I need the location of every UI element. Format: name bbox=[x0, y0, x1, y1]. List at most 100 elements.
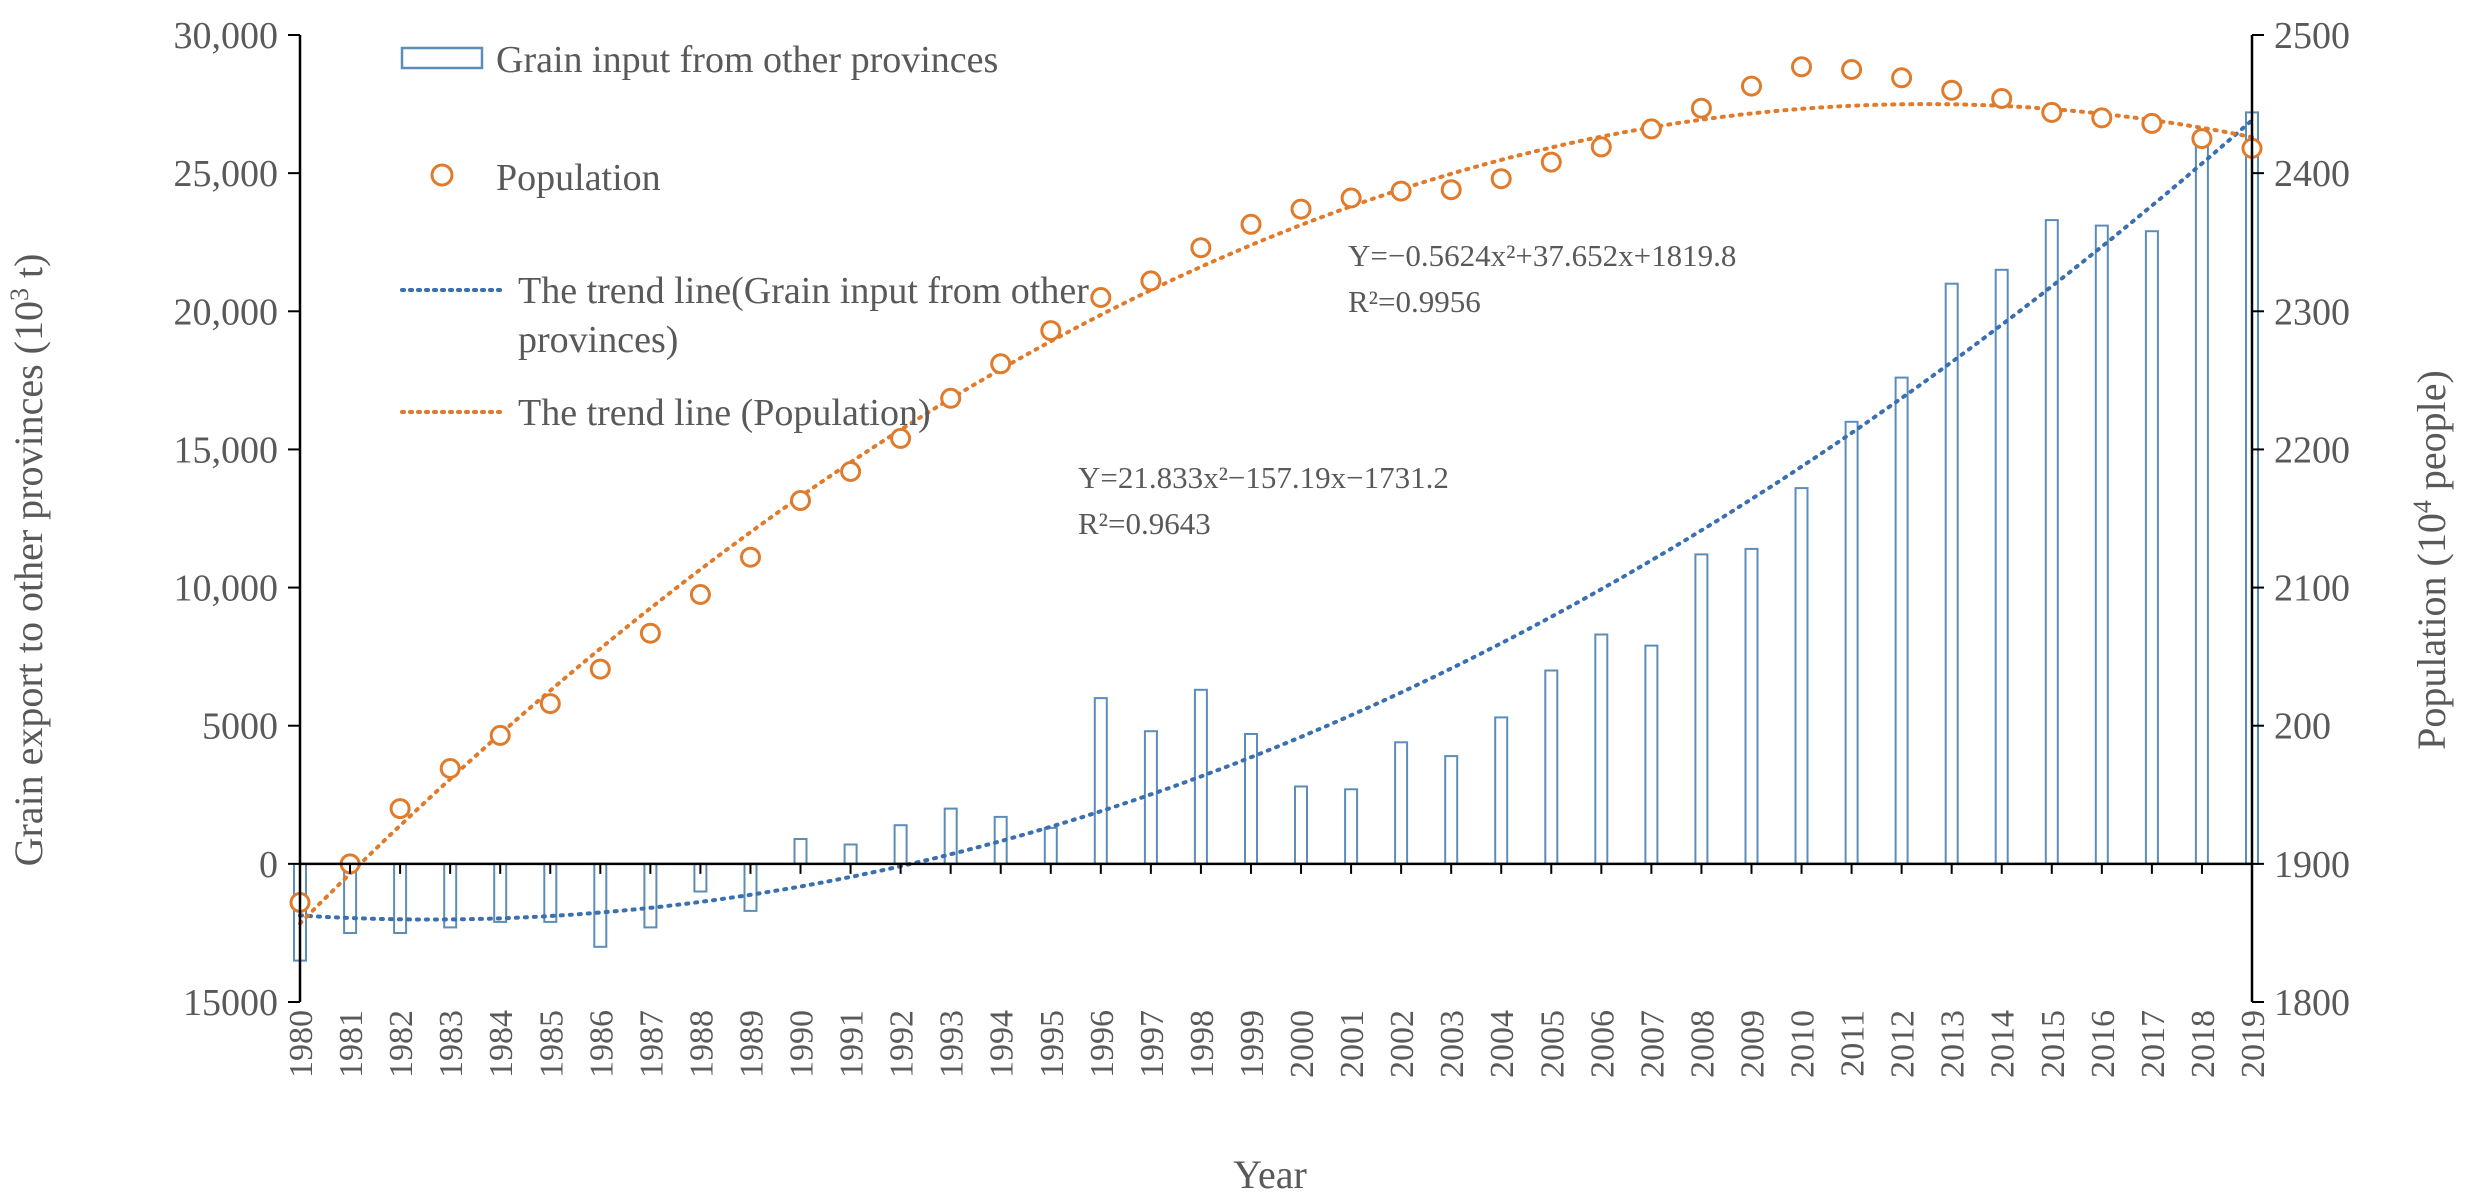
y-right-tick-label-4: 2100 bbox=[2274, 568, 2350, 610]
population-point-2006 bbox=[1590, 136, 1612, 158]
x-tick-label-2009: 2009 bbox=[1735, 1010, 1772, 1078]
x-tick-label-1995: 1995 bbox=[1034, 1010, 1071, 1078]
bar-2009 bbox=[1744, 547, 1759, 865]
population-point-1984 bbox=[489, 724, 511, 746]
x-tick-label-1984: 1984 bbox=[483, 1010, 520, 1078]
bar-1990 bbox=[793, 838, 808, 865]
y-left-tick-label-3: 15,000 bbox=[174, 429, 279, 471]
x-tick-label-2018: 2018 bbox=[2185, 1010, 2222, 1078]
population-point-2014 bbox=[1991, 88, 2013, 109]
population-point-2003 bbox=[1440, 179, 1462, 201]
population-point-2005 bbox=[1540, 151, 1562, 173]
population-point-1992 bbox=[890, 427, 912, 449]
x-tick-label-1999: 1999 bbox=[1234, 1010, 1271, 1078]
bar-2002 bbox=[1394, 741, 1409, 865]
x-tick-label-2003: 2003 bbox=[1434, 1010, 1471, 1078]
points-layer bbox=[289, 56, 2263, 913]
x-tick-label-1982: 1982 bbox=[383, 1010, 420, 1078]
y-right-tick-label-5: 200 bbox=[2274, 706, 2331, 748]
population-point-1983 bbox=[439, 758, 461, 779]
population-point-1999 bbox=[1240, 213, 1262, 235]
x-tick-label-2002: 2002 bbox=[1384, 1010, 1421, 1078]
x-axis-title: Year bbox=[1233, 1152, 1307, 1197]
population-point-2016 bbox=[2091, 107, 2113, 129]
x-tick-label-2007: 2007 bbox=[1634, 1010, 1671, 1078]
population-point-2009 bbox=[1741, 75, 1762, 97]
bars-layer bbox=[293, 111, 2259, 962]
x-tick-label-2015: 2015 bbox=[2035, 1010, 2072, 1078]
bar-2001 bbox=[1344, 788, 1359, 865]
bar-2011 bbox=[1844, 420, 1859, 865]
trendline-grain bbox=[298, 118, 2254, 922]
bar-1982 bbox=[393, 862, 408, 935]
bar-2008 bbox=[1694, 553, 1709, 865]
x-tick-label-1981: 1981 bbox=[333, 1010, 370, 1078]
population-point-1986 bbox=[589, 658, 611, 680]
x-tick-label-1987: 1987 bbox=[633, 1010, 670, 1078]
bar-1997 bbox=[1143, 730, 1158, 865]
bar-2007 bbox=[1644, 644, 1659, 865]
x-tick-label-2000: 2000 bbox=[1284, 1010, 1321, 1078]
bar-2016 bbox=[2094, 224, 2109, 865]
y-right-tick-label-7: 1800 bbox=[2274, 982, 2350, 1024]
bar-2018 bbox=[2194, 144, 2209, 865]
population-point-1997 bbox=[1140, 270, 1162, 292]
x-tick-label-2010: 2010 bbox=[1785, 1010, 1822, 1078]
legend-trend-pop-label: The trend line (Population) bbox=[518, 392, 931, 434]
population-point-1993 bbox=[940, 387, 962, 409]
x-tick-label-2013: 2013 bbox=[1935, 1010, 1972, 1078]
ticks-layer: 30,000 25,000 20,000 15,000 10,000 5000 0 15000… bbox=[174, 15, 2351, 1078]
legend-population-marker bbox=[430, 163, 454, 187]
population-point-2008 bbox=[1690, 97, 1712, 119]
trendline-population bbox=[298, 102, 2254, 926]
y-left-tick-label-2: 20,000 bbox=[174, 291, 279, 333]
bar-2005 bbox=[1544, 669, 1559, 865]
x-tick-label-1994: 1994 bbox=[984, 1010, 1021, 1078]
y-left-tick-label-7: 15000 bbox=[183, 982, 278, 1024]
population-point-1985 bbox=[539, 693, 561, 715]
x-tick-label-2008: 2008 bbox=[1684, 1010, 1721, 1078]
x-tick-label-2011: 2011 bbox=[1835, 1010, 1872, 1077]
y-left-tick-label-1: 25,000 bbox=[174, 153, 279, 195]
bar-1999 bbox=[1244, 733, 1258, 865]
population-point-2007 bbox=[1640, 118, 1662, 140]
population-point-1995 bbox=[1040, 320, 1062, 342]
x-tick-label-1988: 1988 bbox=[683, 1010, 720, 1078]
x-tick-label-2001: 2001 bbox=[1334, 1010, 1371, 1078]
x-tick-label-1991: 1991 bbox=[834, 1010, 871, 1078]
bar-1992 bbox=[893, 824, 908, 865]
y-right-tick-label-6: 1900 bbox=[2274, 844, 2350, 886]
legend: Grain input from other provinces Populat… bbox=[400, 39, 1089, 434]
grain-trend-equation: Y=21.833x²−157.19x−1731.2 bbox=[1078, 460, 1449, 495]
pop-trend-equation: Y=−0.5624x²+37.652x+1819.8 bbox=[1348, 238, 1736, 273]
population-point-1996 bbox=[1090, 287, 1112, 308]
trend-layer bbox=[298, 102, 2254, 926]
population-point-2000 bbox=[1290, 198, 1312, 220]
bar-2004 bbox=[1494, 716, 1509, 865]
x-tick-label-1980: 1980 bbox=[283, 1010, 320, 1078]
bar-2000 bbox=[1294, 785, 1308, 865]
bar-1991 bbox=[843, 843, 858, 865]
population-point-1994 bbox=[990, 353, 1012, 375]
population-point-2010 bbox=[1791, 56, 1812, 78]
x-tick-label-1990: 1990 bbox=[784, 1010, 821, 1078]
x-tick-label-2006: 2006 bbox=[1584, 1010, 1621, 1078]
population-point-2011 bbox=[1841, 59, 1863, 80]
x-tick-label-1996: 1996 bbox=[1084, 1010, 1121, 1078]
legend-bar-label: Grain input from other provinces bbox=[496, 39, 998, 81]
population-point-2001 bbox=[1340, 187, 1362, 209]
bar-1995 bbox=[1043, 826, 1058, 865]
x-tick-label-2004: 2004 bbox=[1484, 1010, 1521, 1078]
x-tick-label-2016: 2016 bbox=[2085, 1010, 2122, 1078]
population-point-1982 bbox=[389, 798, 411, 820]
y-left-tick-label-5: 5000 bbox=[202, 706, 278, 748]
bar-2012 bbox=[1894, 376, 1909, 865]
x-tick-label-1986: 1986 bbox=[583, 1010, 620, 1078]
population-point-2017 bbox=[2141, 112, 2163, 134]
population-point-1988 bbox=[689, 584, 711, 605]
population-point-2002 bbox=[1390, 180, 1412, 202]
bar-1986 bbox=[593, 862, 608, 948]
x-tick-label-1992: 1992 bbox=[884, 1010, 921, 1078]
population-point-1990 bbox=[790, 490, 811, 511]
